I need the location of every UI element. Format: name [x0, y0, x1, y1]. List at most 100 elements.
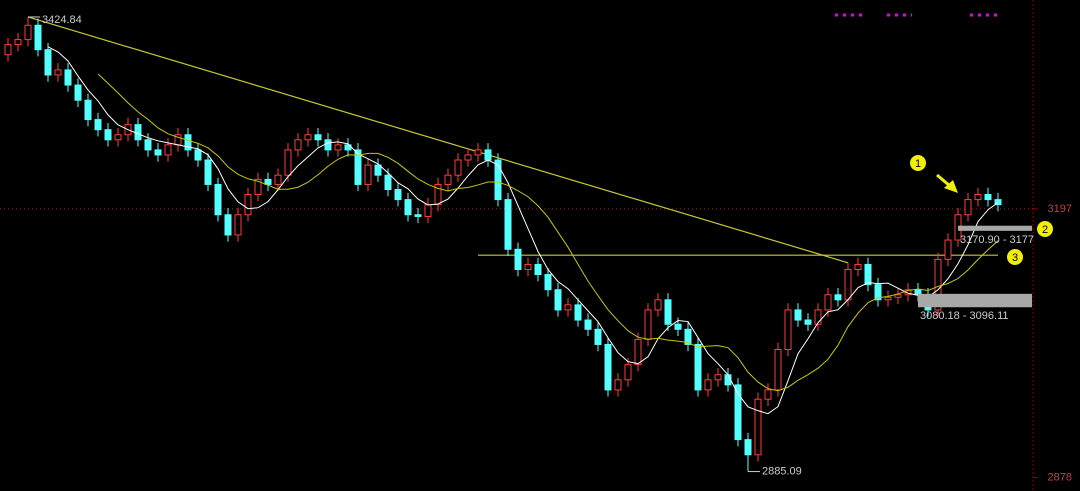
- candle-body: [394, 188, 402, 201]
- candle-body: [424, 204, 432, 217]
- candle-body: [794, 309, 802, 321]
- candle-body: [374, 164, 382, 176]
- candle-body: [654, 299, 662, 311]
- candle-body: [544, 274, 552, 291]
- marker-label: 2: [1042, 224, 1048, 236]
- candle-body: [844, 269, 852, 301]
- candle-body: [4, 44, 12, 56]
- candle-body: [244, 194, 252, 216]
- candle-body: [714, 374, 722, 381]
- candle-body: [664, 299, 672, 325]
- candle-body: [734, 384, 742, 441]
- candle-body: [314, 134, 322, 141]
- candle-body: [194, 149, 202, 161]
- candle-body: [254, 178, 262, 196]
- candle-body: [764, 389, 772, 400]
- candle-body: [864, 263, 872, 286]
- y-tick-label: 2878: [1048, 471, 1072, 483]
- candle-body: [984, 194, 992, 201]
- candle-body: [184, 134, 192, 151]
- low-label: 2885.09: [762, 465, 802, 477]
- marker-circle: [1037, 221, 1053, 237]
- zone-box: [918, 293, 1032, 308]
- candle-body: [384, 174, 392, 190]
- candle-body: [364, 164, 372, 185]
- candle-body: [874, 284, 882, 301]
- candle-body: [934, 258, 942, 311]
- moving-average: [47, 46, 999, 415]
- candle-body: [494, 159, 502, 201]
- candle-body: [14, 39, 22, 46]
- candle-body: [144, 139, 152, 151]
- candle-body: [754, 398, 762, 456]
- marker-circle: [1007, 249, 1023, 265]
- zone-label: 3170.90 - 3177: [960, 234, 1034, 246]
- candle-body: [224, 214, 232, 236]
- candle-body: [434, 183, 442, 206]
- candle-body: [834, 294, 842, 301]
- candle-body: [204, 159, 212, 185]
- candle-body: [814, 309, 822, 325]
- candle-body: [634, 338, 642, 366]
- y-tick-label: 3197: [1048, 203, 1072, 215]
- candle-body: [404, 199, 412, 216]
- arrow: [936, 173, 951, 188]
- candle-body: [484, 149, 492, 161]
- candle-body: [294, 139, 302, 151]
- candle-body: [304, 134, 312, 141]
- candle-body: [524, 263, 532, 271]
- candle-body: [64, 69, 72, 86]
- candle-body: [74, 84, 82, 101]
- candle-body: [564, 304, 572, 311]
- candle-body: [824, 294, 832, 311]
- high-label: 3424.84: [42, 14, 82, 26]
- candle-body: [624, 364, 632, 381]
- candle-body: [784, 309, 792, 351]
- candle-body: [274, 174, 282, 185]
- candle-body: [34, 24, 42, 51]
- candle-body: [114, 134, 122, 141]
- trendline: [27, 16, 849, 264]
- candle-body: [264, 178, 272, 185]
- candle-body: [54, 69, 62, 76]
- marker-label: 1: [915, 158, 921, 170]
- candle-body: [974, 194, 982, 201]
- candle-body: [104, 129, 112, 141]
- candle-body: [504, 199, 512, 250]
- candle-body: [514, 248, 522, 271]
- zone-box: [958, 225, 1032, 231]
- zone-label: 3080.18 - 3096.11: [920, 310, 1008, 322]
- candle-body: [594, 328, 602, 345]
- candle-body: [534, 263, 542, 276]
- candle-body: [644, 309, 652, 340]
- candle-body: [804, 319, 812, 325]
- candle-body: [884, 296, 892, 301]
- candle-body: [454, 159, 462, 176]
- candle-body: [354, 149, 362, 185]
- arrow-head: [944, 180, 958, 193]
- candle-body: [584, 319, 592, 330]
- candle-body: [704, 379, 712, 391]
- candle-body: [614, 379, 622, 391]
- candle-body: [694, 343, 702, 391]
- candle-body: [994, 199, 1002, 206]
- candle-body: [894, 294, 902, 298]
- candle-body: [854, 263, 862, 271]
- candle-body: [574, 304, 582, 321]
- candle-body: [284, 149, 292, 176]
- marker-label: 3: [1012, 252, 1018, 264]
- candle-body: [464, 154, 472, 161]
- candle-body: [94, 119, 102, 131]
- candle-body: [84, 99, 92, 121]
- candle-body: [334, 144, 342, 151]
- candle-body: [554, 289, 562, 311]
- marker-circle: [910, 155, 926, 171]
- candle-body: [774, 349, 782, 391]
- candle-body: [214, 183, 222, 216]
- moving-average: [97, 73, 999, 392]
- candle-body: [234, 214, 242, 236]
- candle-body: [44, 49, 52, 76]
- candle-body: [604, 343, 612, 391]
